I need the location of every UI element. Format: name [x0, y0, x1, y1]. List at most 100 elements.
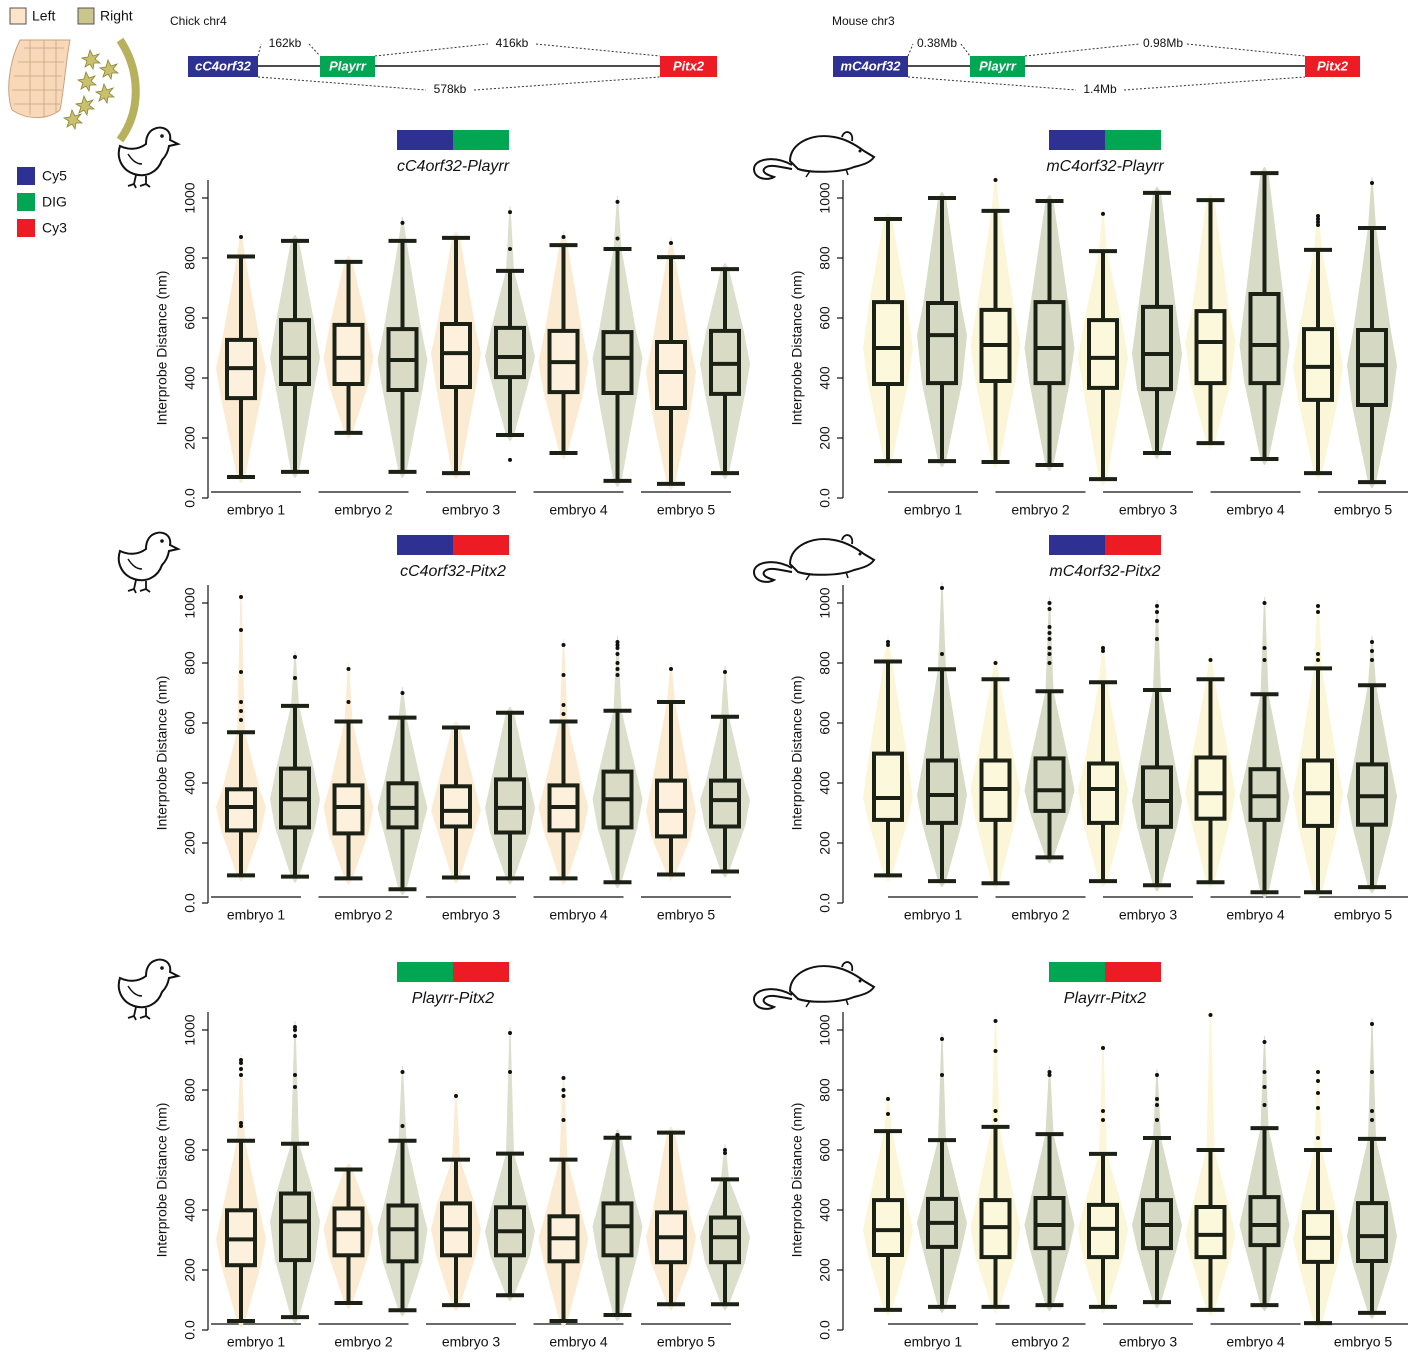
box — [1251, 1197, 1279, 1245]
x-tick-label: embryo 5 — [1334, 907, 1393, 923]
x-tick-label: embryo 1 — [227, 502, 286, 518]
distance-label: 578kb — [434, 82, 467, 96]
outlier — [723, 670, 727, 674]
box — [657, 342, 685, 408]
outlier — [347, 700, 351, 704]
box — [281, 320, 309, 384]
y-tick-label: 800 — [817, 651, 833, 675]
outlier — [562, 1094, 566, 1098]
legend-label: Left — [32, 8, 55, 24]
y-tick-label: 200 — [817, 831, 833, 855]
outlier — [1263, 1085, 1267, 1089]
y-tick-label: 600 — [817, 1138, 833, 1162]
y-tick-label: 800 — [182, 651, 198, 675]
y-tick-label: 800 — [182, 1078, 198, 1102]
outlier — [1316, 1070, 1320, 1074]
probe-bar — [397, 962, 453, 982]
legend-label: DIG — [42, 194, 67, 210]
distance-arc — [908, 77, 1076, 90]
gene-label: Playrr — [329, 58, 367, 73]
x-tick-label: embryo 1 — [904, 502, 963, 518]
legend-swatch — [10, 8, 26, 24]
outlier — [1048, 637, 1052, 641]
outlier — [293, 1073, 297, 1077]
box — [711, 1218, 739, 1263]
x-tick-label: embryo 2 — [1011, 502, 1070, 518]
tissue-illustration — [9, 40, 136, 140]
probe-bar — [453, 130, 509, 150]
box — [874, 302, 902, 384]
x-tick-label: embryo 4 — [549, 502, 608, 518]
y-tick-label: 800 — [817, 1078, 833, 1102]
outlier — [347, 667, 351, 671]
outlier — [994, 178, 998, 182]
distance-arc — [1187, 44, 1305, 56]
distance-label: 1.4Mb — [1083, 82, 1117, 96]
outlier — [1370, 649, 1374, 653]
box — [1089, 1205, 1117, 1257]
box — [711, 781, 739, 827]
box — [874, 1200, 902, 1255]
probe-bar — [453, 962, 509, 982]
y-tick-label: 200 — [182, 1258, 198, 1282]
box — [442, 324, 470, 387]
box — [1143, 767, 1171, 826]
y-tick-label: 600 — [817, 711, 833, 735]
outlier — [1316, 1091, 1320, 1095]
y-tick-label: 800 — [817, 246, 833, 270]
probe-bar — [397, 535, 453, 555]
outlier — [1048, 631, 1052, 635]
y-tick-label: 600 — [182, 306, 198, 330]
outlier — [669, 241, 673, 245]
outlier — [669, 667, 673, 671]
outlier — [1263, 1070, 1267, 1074]
gene-label: Pitx2 — [1317, 58, 1349, 73]
probe-bar — [1105, 130, 1161, 150]
distance-arc — [1124, 77, 1305, 90]
outlier — [562, 712, 566, 716]
outlier — [239, 1067, 243, 1071]
box — [496, 328, 524, 377]
y-tick-label: 0.0 — [182, 1320, 198, 1340]
box — [335, 785, 363, 833]
y-axis-label: Interprobe Distance (nm) — [789, 676, 805, 831]
y-tick-label: 1000 — [817, 1014, 833, 1045]
outlier — [239, 1124, 243, 1128]
outlier — [293, 1028, 297, 1032]
outlier — [616, 1133, 620, 1137]
outlier — [1101, 649, 1105, 653]
distance-label: 0.38Mb — [917, 36, 957, 50]
y-axis-label: Interprobe Distance (nm) — [154, 1103, 170, 1258]
distance-arc — [536, 44, 660, 56]
box — [335, 325, 363, 384]
chart-title: mC4orf32-Pitx2 — [1049, 563, 1160, 580]
box — [1358, 1203, 1386, 1261]
outlier — [1316, 652, 1320, 656]
outlier — [1263, 646, 1267, 650]
chart-title: cC4orf32-Pitx2 — [400, 563, 506, 580]
y-axis-label: Interprobe Distance (nm) — [154, 676, 170, 831]
outlier — [239, 235, 243, 239]
y-tick-label: 400 — [182, 366, 198, 390]
chart-title: mC4orf32-Playrr — [1046, 158, 1164, 175]
outlier — [562, 1088, 566, 1092]
gene-label: Pitx2 — [673, 58, 705, 73]
x-tick-label: embryo 3 — [442, 907, 501, 923]
y-tick-label: 600 — [182, 1138, 198, 1162]
x-tick-label: embryo 2 — [334, 502, 393, 518]
gene-label: Playrr — [979, 58, 1017, 73]
outlier — [1370, 658, 1374, 662]
outlier — [562, 643, 566, 647]
chart-title: Playrr-Pitx2 — [1064, 990, 1146, 1007]
outlier — [239, 709, 243, 713]
x-tick-label: embryo 2 — [1011, 1334, 1070, 1350]
figure: LeftRightCy5DIGCy3Chick chr4162kb416kb57… — [0, 0, 1419, 1364]
box — [657, 781, 685, 837]
chart-title: Playrr-Pitx2 — [412, 990, 494, 1007]
outlier — [1048, 1073, 1052, 1077]
box — [442, 786, 470, 826]
chart-title: cC4orf32-Playrr — [397, 158, 510, 175]
distance-label: 416kb — [496, 36, 529, 50]
box — [227, 789, 255, 830]
outlier — [1209, 658, 1213, 662]
